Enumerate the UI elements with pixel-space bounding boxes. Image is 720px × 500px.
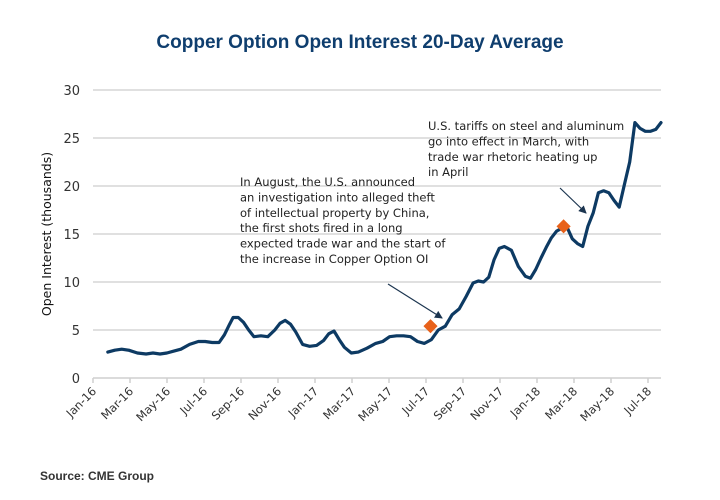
x-tick-label: Sep-17 — [431, 384, 470, 423]
x-tick-label: Mar-18 — [542, 384, 580, 422]
y-axis-title: Open Interest (thousands) — [39, 152, 54, 316]
y-tick-label: 5 — [72, 324, 80, 339]
x-tick-label: Mar-17 — [320, 384, 358, 422]
x-tick-label: May-18 — [577, 384, 617, 424]
event-marker — [556, 219, 571, 234]
y-tick-label: 30 — [63, 84, 80, 99]
x-tick-label: Nov-16 — [245, 384, 284, 423]
y-tick-label: 20 — [63, 180, 80, 195]
chart-title: Copper Option Open Interest 20-Day Avera… — [156, 32, 563, 53]
y-tick-label: 10 — [63, 276, 80, 291]
annotation-arrow — [387, 283, 443, 319]
annotation-arrow — [559, 187, 587, 214]
x-tick-label: Jul-17 — [398, 384, 432, 418]
x-tick-label: May-17 — [355, 384, 395, 424]
x-tick-label: Jan-17 — [285, 384, 321, 420]
annotations: In August, the U.S. announced an investig… — [240, 119, 624, 319]
gridlines — [93, 89, 661, 379]
y-tick-label: 15 — [63, 228, 80, 243]
y-axis-ticks: 0 5 10 15 20 25 30 — [63, 84, 80, 387]
series-layer — [106, 120, 663, 356]
event-marker — [423, 319, 438, 334]
event-markers — [423, 219, 571, 334]
annotation-text: In August, the U.S. announced an investig… — [240, 175, 446, 266]
x-tick-label: Jan-18 — [507, 384, 543, 420]
y-tick-label: 25 — [63, 132, 80, 147]
x-tick-label: Nov-17 — [467, 384, 506, 423]
annotation-text: U.S. tariffs on steel and aluminum go int… — [428, 119, 624, 179]
x-tick-label: Jul-16 — [176, 384, 210, 418]
y-tick-label: 0 — [72, 372, 80, 387]
x-tick-label: Jan-16 — [63, 384, 99, 420]
x-tick-label: Mar-16 — [98, 384, 136, 422]
x-tick-label: Sep-16 — [209, 384, 248, 423]
series-line — [106, 120, 663, 356]
x-tick-label: Jul-18 — [620, 384, 654, 418]
source-note: Source: CME Group — [40, 469, 154, 483]
x-tick-label: May-16 — [133, 384, 173, 424]
